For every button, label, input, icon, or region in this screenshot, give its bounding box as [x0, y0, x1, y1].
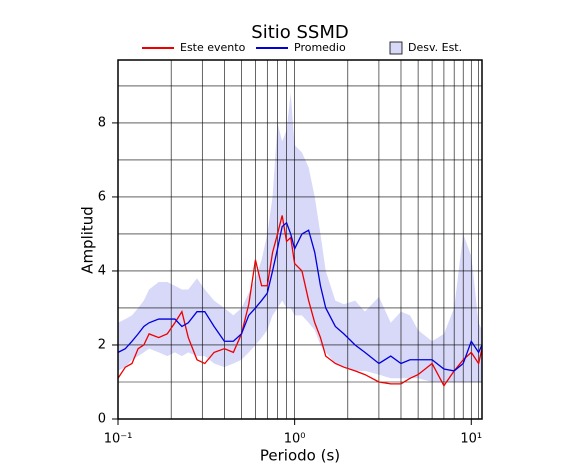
y-tick-label: 2 — [98, 337, 106, 352]
y-tick-label: 4 — [98, 263, 106, 278]
series-line — [117, 215, 483, 387]
legend-label: Promedio — [294, 41, 346, 54]
x-tick-label: 10⁰ — [284, 432, 306, 447]
y-tick-label: 8 — [98, 115, 106, 130]
x-tick-label: 10⁻¹ — [104, 432, 133, 447]
x-axis-label: Periodo (s) — [260, 447, 340, 465]
y-axis-label: Amplitud — [79, 206, 97, 274]
legend-label: Desv. Est. — [408, 41, 462, 54]
legend-swatch — [389, 41, 403, 55]
plot-frame — [117, 59, 483, 420]
series-line — [117, 221, 483, 372]
chart-title: Sitio SSMD — [251, 22, 348, 43]
y-tick-label: 6 — [98, 189, 106, 204]
x-tick-label: 10¹ — [460, 432, 482, 447]
legend-label: Este evento — [180, 41, 246, 54]
y-tick-label: 0 — [98, 412, 106, 427]
